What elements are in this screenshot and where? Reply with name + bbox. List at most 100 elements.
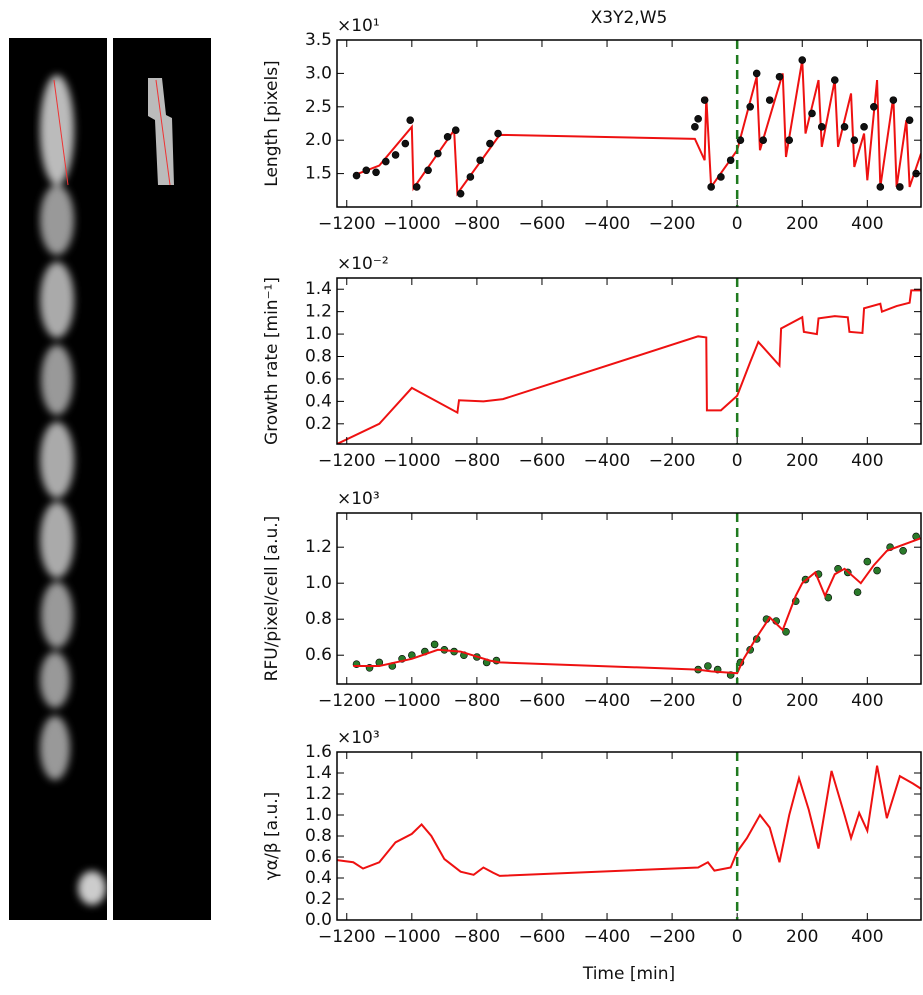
axes-frame (336, 512, 922, 685)
x-tick-label: −1200 (318, 214, 376, 234)
x-tick-label: −800 (454, 214, 501, 234)
data-point (905, 116, 914, 124)
y-tick-label: 0.6 (305, 645, 332, 665)
y-axis-label: RFU/pixel/cell [a.u.] (262, 516, 282, 682)
data-point (759, 136, 768, 144)
y-tick-label: 0.8 (305, 826, 332, 846)
y-tick-label: 1.5 (305, 164, 332, 184)
y-tick-label: 1.0 (305, 324, 332, 344)
x-tick-label: −1200 (318, 927, 376, 947)
data-point (391, 151, 400, 159)
data-point (451, 126, 460, 134)
data-point (352, 171, 361, 180)
y-tick-label: 0.4 (305, 391, 332, 411)
y-offset-label: ×10⁻² (337, 254, 389, 274)
data-point (726, 156, 735, 165)
y-tick-label: 0.6 (305, 847, 332, 867)
data-point (798, 56, 807, 64)
x-tick-label: 400 (851, 691, 883, 711)
y-axis-label: Growth rate [min⁻¹] (262, 277, 282, 445)
data-point (899, 546, 907, 555)
axes-frame (336, 39, 922, 208)
x-tick-label: −400 (584, 691, 631, 711)
data-point (830, 76, 839, 84)
data-point (876, 183, 885, 191)
y-tick-label: 0.2 (305, 889, 332, 909)
x-tick-label: 200 (786, 927, 818, 947)
y-tick-label: 1.0 (305, 805, 332, 825)
x-tick-label: −400 (584, 927, 631, 947)
y-offset-label: ×10¹ (337, 16, 380, 36)
x-tick-label: 400 (851, 927, 883, 947)
data-point (430, 640, 439, 649)
data-point (704, 662, 712, 670)
x-tick-label: −1200 (318, 691, 376, 711)
y-tick-label: 1.2 (305, 784, 332, 804)
x-tick-label: 0 (732, 451, 743, 471)
data-point (424, 166, 432, 175)
data-point (785, 136, 794, 144)
x-tick-label: −400 (584, 214, 631, 234)
data-line (353, 537, 921, 675)
data-point (707, 183, 715, 191)
chart-title: X3Y2,W5 (591, 8, 668, 28)
y-tick-label: 1.2 (305, 302, 332, 322)
data-point (406, 116, 415, 124)
plot-area (352, 56, 921, 198)
data-point (808, 109, 816, 118)
data-line (337, 765, 921, 877)
data-point (691, 123, 699, 131)
x-tick-label: −600 (519, 451, 566, 471)
plot-area (352, 532, 921, 679)
y-tick-label: 1.4 (305, 279, 332, 299)
data-line (337, 289, 921, 444)
data-point (782, 627, 790, 636)
data-point (860, 123, 868, 131)
axes-frame (336, 751, 922, 921)
x-tick-label: 400 (851, 214, 883, 234)
data-point (412, 183, 421, 191)
data-point (466, 173, 475, 181)
x-tick-label: −200 (649, 927, 696, 947)
y-offset-label: ×10³ (337, 728, 380, 748)
data-point (853, 588, 862, 597)
y-tick-label: 0.0 (305, 910, 332, 930)
data-point (840, 123, 849, 131)
x-tick-label: −600 (519, 927, 566, 947)
data-point (889, 96, 898, 104)
data-point (486, 139, 494, 148)
data-point (476, 156, 484, 165)
x-tick-label: −800 (454, 451, 501, 471)
x-tick-label: 0 (732, 927, 743, 947)
data-point (752, 69, 761, 78)
data-point (694, 115, 702, 123)
y-offset-label: ×10³ (337, 489, 380, 509)
data-point (746, 103, 754, 111)
y-tick-label: 3.0 (305, 63, 332, 83)
data-point (870, 103, 878, 111)
plot-area (337, 765, 921, 877)
data-point (775, 72, 784, 81)
y-tick-label: 0.4 (305, 868, 332, 888)
x-tick-label: −200 (649, 691, 696, 711)
x-tick-label: 0 (732, 214, 743, 234)
x-tick-label: −600 (519, 214, 566, 234)
data-point (850, 136, 859, 144)
data-point (362, 166, 371, 175)
axes-frame (336, 277, 922, 445)
data-point (896, 183, 904, 191)
data-point (765, 96, 774, 104)
x-tick-label: −1200 (318, 451, 376, 471)
x-tick-label: 400 (851, 451, 883, 471)
x-tick-label: −1000 (383, 214, 441, 234)
y-tick-label: 1.2 (305, 537, 332, 557)
data-point (443, 133, 452, 141)
x-tick-label: −1000 (383, 451, 441, 471)
y-tick-label: 1.4 (305, 763, 332, 783)
x-tick-label: −800 (454, 691, 501, 711)
y-tick-label: 0.8 (305, 347, 332, 367)
y-axis-label: γα/β [a.u.] (262, 792, 282, 881)
data-point (401, 139, 410, 148)
